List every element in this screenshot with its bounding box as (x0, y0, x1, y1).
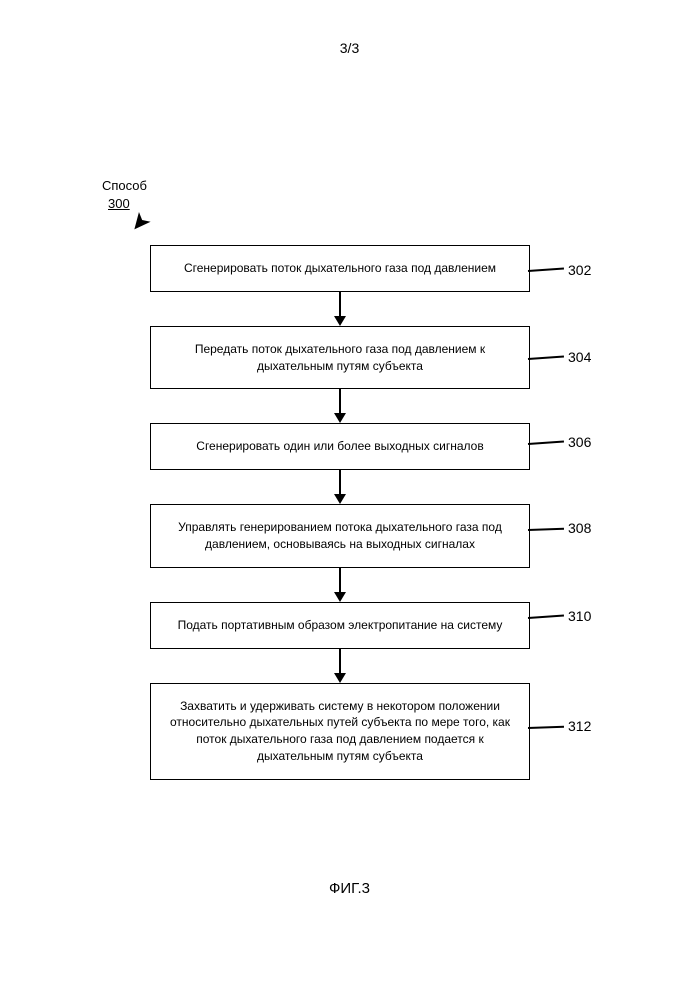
flow-arrow (150, 389, 530, 423)
flow-arrow (150, 292, 530, 326)
step-ref-312: 312 (568, 718, 591, 734)
flowchart-container: Сгенерировать поток дыхательного газа по… (150, 245, 550, 780)
step-ref-310: 310 (568, 608, 591, 624)
flow-box-310: Подать портативным образом электропитани… (150, 602, 530, 649)
flow-box-304: Передать поток дыхательного газа под дав… (150, 326, 530, 390)
method-number: 300 (108, 196, 130, 211)
method-label: Способ (102, 178, 147, 193)
step-ref-302: 302 (568, 262, 591, 278)
page-number: 3/3 (0, 40, 699, 56)
step-ref-308: 308 (568, 520, 591, 536)
figure-label: ФИГ.3 (0, 880, 699, 897)
flow-box-302: Сгенерировать поток дыхательного газа по… (150, 245, 530, 292)
flow-arrow (150, 649, 530, 683)
step-ref-304: 304 (568, 349, 591, 365)
flow-arrow (150, 568, 530, 602)
flow-box-308: Управлять генерированием потока дыхатель… (150, 504, 530, 568)
step-ref-306: 306 (568, 434, 591, 450)
flow-arrow (150, 470, 530, 504)
flow-box-312: Захватить и удерживать систему в некотор… (150, 683, 530, 780)
flow-box-306: Сгенерировать один или более выходных си… (150, 423, 530, 470)
